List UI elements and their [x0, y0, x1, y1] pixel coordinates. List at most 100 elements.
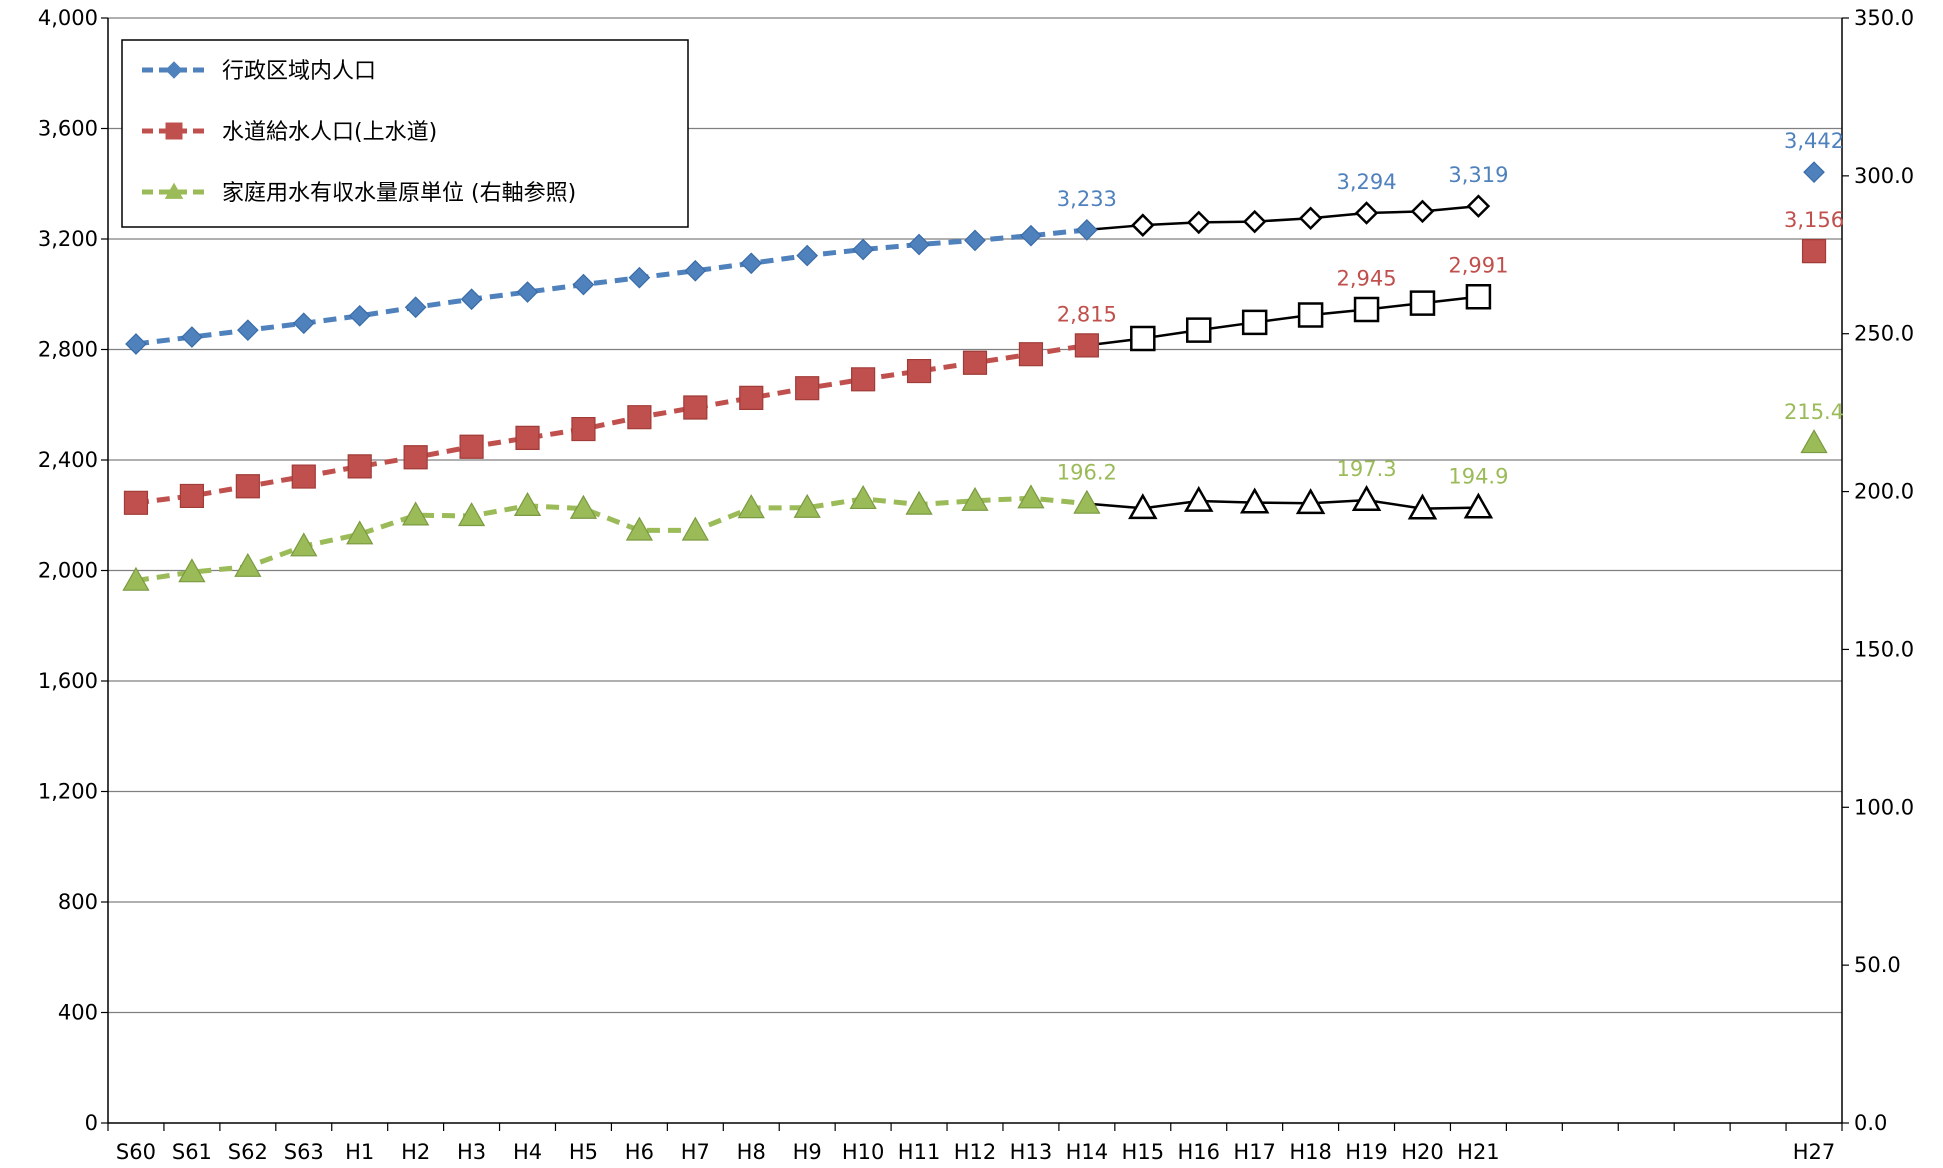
data-point [1463, 492, 1494, 519]
data-point [737, 494, 765, 519]
x-tick-label: H2 [401, 1140, 430, 1164]
legend-label: 行政区域内人口 [222, 59, 376, 84]
x-tick-label: H5 [569, 1140, 598, 1164]
data-point [740, 252, 763, 275]
x-tick-label: S62 [228, 1140, 268, 1164]
data-point [1297, 302, 1324, 328]
x-tick-label: S61 [172, 1140, 212, 1164]
data-point [1017, 484, 1045, 509]
data-point [515, 425, 540, 450]
data-point [1353, 296, 1380, 323]
data-point [793, 493, 821, 518]
x-tick-label: H18 [1289, 1140, 1332, 1164]
y-left-tick-label: 2,000 [38, 559, 98, 583]
data-point [906, 358, 932, 384]
data-point [1185, 317, 1212, 343]
data-point [1410, 199, 1435, 224]
data-point [516, 281, 539, 303]
data-point [1239, 487, 1270, 514]
series-line-dashed [135, 342, 1088, 506]
data-point [1803, 161, 1825, 183]
data-point [739, 385, 764, 410]
legend-marker [164, 182, 184, 199]
x-tick-label: H20 [1401, 1140, 1444, 1164]
y-right-tick-label: 150.0 [1854, 637, 1914, 661]
data-point [1131, 213, 1155, 237]
data-point [684, 259, 707, 282]
data-point [404, 296, 427, 319]
data-point [513, 491, 542, 516]
series-line-dashed [135, 495, 1088, 584]
data-point [795, 376, 820, 401]
data-point [628, 266, 651, 289]
legend-marker [165, 61, 183, 79]
x-tick-label: H19 [1345, 1140, 1388, 1164]
data-point [1020, 224, 1042, 247]
legend-label: 水道給水人口(上水道) [222, 120, 437, 145]
data-point [908, 233, 930, 256]
data-label: 215.4 [1784, 400, 1844, 424]
data-point [962, 350, 988, 375]
x-tick-label: H8 [737, 1140, 766, 1164]
data-point [627, 405, 652, 430]
data-point [625, 516, 654, 541]
data-point [460, 288, 483, 311]
x-tick-label: H6 [625, 1140, 654, 1164]
data-point [402, 501, 430, 526]
series-line-dashed [135, 227, 1088, 347]
y-left-tick-label: 3,600 [38, 117, 98, 141]
data-label: 3,233 [1057, 187, 1117, 211]
y-left-tick-label: 1,200 [38, 780, 98, 804]
data-point [291, 464, 316, 489]
data-point [457, 502, 486, 527]
data-point [1128, 493, 1158, 520]
legend-label: 家庭用水有収水量原単位 (右軸参照) [222, 181, 576, 206]
data-label: 194.9 [1448, 465, 1508, 489]
x-tick-label: H3 [457, 1140, 486, 1164]
data-point [851, 367, 876, 392]
data-point [1074, 333, 1099, 358]
x-tick-label: H13 [1010, 1140, 1053, 1164]
legend-marker [165, 122, 183, 140]
y-right-tick-label: 200.0 [1854, 480, 1914, 504]
data-point [1076, 219, 1098, 241]
y-left-tick-label: 4,000 [38, 6, 98, 30]
y-left-tick-label: 0 [85, 1111, 98, 1135]
data-point [1295, 488, 1326, 515]
axes [101, 17, 1849, 1131]
data-point [234, 552, 262, 577]
data-point [1241, 309, 1268, 336]
data-point [1407, 493, 1438, 520]
x-tick-label: H9 [793, 1140, 822, 1164]
data-label: 196.2 [1057, 461, 1117, 485]
data-point [683, 395, 708, 420]
data-point [1465, 283, 1492, 310]
x-tick-label: H10 [842, 1140, 885, 1164]
data-point [572, 273, 595, 296]
data-label: 197.3 [1336, 457, 1396, 481]
data-point [569, 494, 598, 519]
data-point [346, 520, 374, 545]
data-label: 2,991 [1448, 254, 1508, 278]
y-right-tick-label: 100.0 [1854, 795, 1914, 819]
data-point [1409, 290, 1436, 316]
data-point [1073, 489, 1101, 514]
x-tick-label: H12 [954, 1140, 997, 1164]
data-point [1466, 194, 1491, 218]
data-point [122, 566, 150, 591]
data-point [348, 304, 371, 327]
series-markers [122, 161, 1828, 591]
y-left-tick-label: 800 [58, 890, 98, 914]
data-point [1801, 239, 1827, 264]
x-tick-label: H17 [1233, 1140, 1276, 1164]
data-label: 3,319 [1448, 163, 1508, 187]
x-tick-label: H1 [345, 1140, 374, 1164]
series-line-projected [1086, 498, 1479, 510]
y-left-tick-label: 2,400 [38, 448, 98, 472]
y-left-tick-label: 1,600 [38, 669, 98, 693]
y-right-tick-label: 350.0 [1854, 6, 1914, 30]
data-point [290, 532, 318, 557]
data-label: 3,156 [1784, 208, 1844, 232]
